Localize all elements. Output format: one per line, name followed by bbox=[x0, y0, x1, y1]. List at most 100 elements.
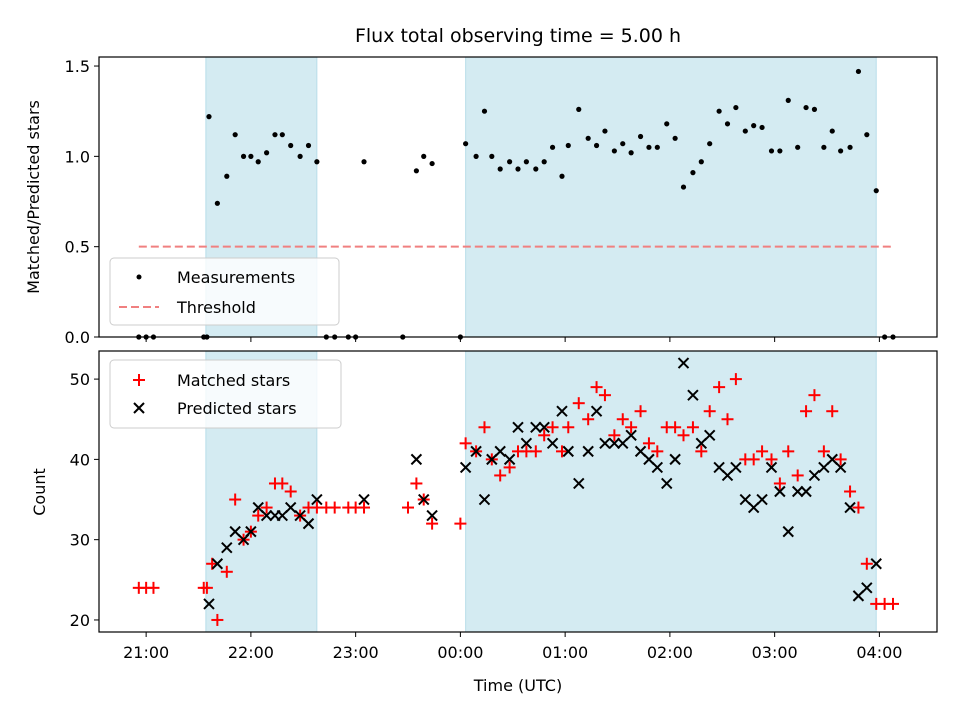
x-tick-label: 23:00 bbox=[333, 643, 379, 662]
measurement-point bbox=[248, 153, 254, 159]
predicted-stars-point bbox=[765, 461, 778, 474]
matched-stars-point bbox=[826, 405, 839, 418]
measurement-point bbox=[585, 135, 591, 141]
measurement-point bbox=[264, 150, 270, 156]
matched-stars-point bbox=[887, 597, 900, 610]
measurement-point bbox=[646, 144, 652, 150]
measurement-point bbox=[803, 104, 809, 111]
x-axis-label: Time (UTC) bbox=[473, 676, 562, 695]
measurement-point bbox=[602, 128, 608, 134]
matched-stars-point bbox=[284, 485, 297, 498]
matched-stars-point bbox=[503, 461, 516, 474]
matched-stars-point bbox=[800, 405, 813, 418]
ratio-panel: 0.0 0.5 1.0 1.5 Matched/Predicted stars Mea… bbox=[24, 56, 938, 347]
measurement-point bbox=[279, 132, 285, 138]
matched-stars-point bbox=[478, 421, 491, 434]
matched-stars-point bbox=[459, 437, 472, 450]
legend-marker-measurements bbox=[136, 274, 142, 280]
y-tick-label: 30 bbox=[70, 531, 90, 550]
measurement-point bbox=[255, 159, 261, 165]
matched-stars-point bbox=[852, 501, 865, 514]
matched-stars-point bbox=[686, 421, 699, 434]
matched-stars-point bbox=[703, 405, 716, 418]
matched-stars-point bbox=[562, 421, 575, 434]
matched-stars-point bbox=[546, 421, 559, 434]
matched-stars-point bbox=[252, 509, 265, 522]
matched-stars-point bbox=[791, 469, 804, 482]
predicted-stars-point bbox=[470, 445, 482, 458]
legend-marker-matched bbox=[133, 374, 145, 386]
matched-stars-point bbox=[642, 437, 655, 450]
predicted-stars-point bbox=[556, 405, 568, 417]
predicted-stars-point bbox=[599, 437, 611, 450]
count-panel-frame bbox=[98, 350, 938, 633]
predicted-stars-point bbox=[573, 477, 585, 490]
matched-stars-point bbox=[260, 501, 273, 514]
matched-stars-point bbox=[634, 405, 647, 418]
matched-stars-point bbox=[555, 445, 568, 458]
predicted-stars-point bbox=[221, 541, 233, 554]
measurement-point bbox=[698, 159, 704, 165]
predicted-stars-point bbox=[861, 582, 873, 594]
predicted-stars-point bbox=[245, 525, 257, 538]
predicted-stars-point bbox=[260, 509, 273, 522]
measurement-point bbox=[664, 121, 670, 127]
predicted-stars-point bbox=[582, 445, 594, 458]
predicted-stars-point bbox=[730, 461, 742, 474]
x-tick-label: 03:00 bbox=[752, 643, 798, 662]
measurement-point bbox=[628, 150, 634, 156]
count-axis-ticks: 20 30 40 50 21:00 22:00 23:00 00:00 01:00 02:00 03… bbox=[70, 370, 903, 662]
count-panel: 20 30 40 50 21:00 22:00 23:00 00:00 01:00 02:00 03… bbox=[30, 350, 938, 695]
measurement-point bbox=[821, 144, 827, 150]
matched-stars-point bbox=[276, 477, 289, 490]
ratio-panel-frame bbox=[98, 56, 938, 338]
measurement-point bbox=[421, 153, 427, 159]
matched-stars-point bbox=[590, 381, 603, 394]
predicted-stars-point bbox=[800, 485, 812, 498]
predicted-stars-point bbox=[302, 517, 315, 530]
matched-stars-point bbox=[220, 565, 233, 578]
predicted-stars-point bbox=[512, 421, 524, 433]
measurement-point bbox=[576, 106, 582, 112]
matched-stars-point bbox=[729, 373, 742, 386]
matched-stars-point bbox=[834, 453, 847, 466]
measurement-point bbox=[272, 132, 278, 138]
legend-label-predicted: Predicted stars bbox=[177, 399, 297, 418]
predicted-stars-point bbox=[625, 429, 637, 442]
matched-stars-point bbox=[651, 445, 664, 458]
x-tick-label: 02:00 bbox=[647, 643, 693, 662]
measurement-point bbox=[637, 133, 644, 140]
predicted-stars-point bbox=[503, 453, 516, 466]
matched-stars-point bbox=[426, 517, 439, 530]
measurement-point bbox=[489, 153, 495, 159]
predicted-stars-point bbox=[203, 598, 215, 610]
measurement-point bbox=[523, 159, 529, 165]
measurement-point bbox=[515, 166, 521, 172]
measurement-point bbox=[361, 159, 367, 165]
matched-stars-point bbox=[713, 381, 726, 394]
measurement-point bbox=[672, 135, 678, 141]
matched-stars-point bbox=[721, 413, 734, 426]
matched-stars-point bbox=[765, 453, 778, 466]
measurement-point bbox=[463, 141, 469, 147]
y-tick-label: 50 bbox=[70, 370, 90, 389]
measurement-point bbox=[759, 124, 765, 131]
predicted-stars-point bbox=[782, 525, 794, 538]
matched-stars-point bbox=[147, 581, 160, 594]
matched-stars-point bbox=[402, 501, 415, 514]
measurement-point bbox=[507, 159, 513, 165]
matched-stars-point bbox=[410, 477, 423, 490]
measurement-point bbox=[497, 166, 503, 172]
matched-stars-point bbox=[608, 429, 621, 442]
matched-stars-point bbox=[598, 389, 611, 402]
measurement-point bbox=[565, 142, 571, 149]
predicted-stars-point bbox=[808, 469, 821, 482]
measurement-point bbox=[206, 114, 212, 120]
y-tick-label: 1.0 bbox=[65, 147, 90, 166]
predicted-stars-point bbox=[703, 429, 716, 442]
x-tick-label: 01:00 bbox=[542, 643, 588, 662]
measurement-point bbox=[864, 132, 870, 138]
predicted-stars-point bbox=[478, 493, 491, 506]
legend-box bbox=[109, 359, 342, 429]
